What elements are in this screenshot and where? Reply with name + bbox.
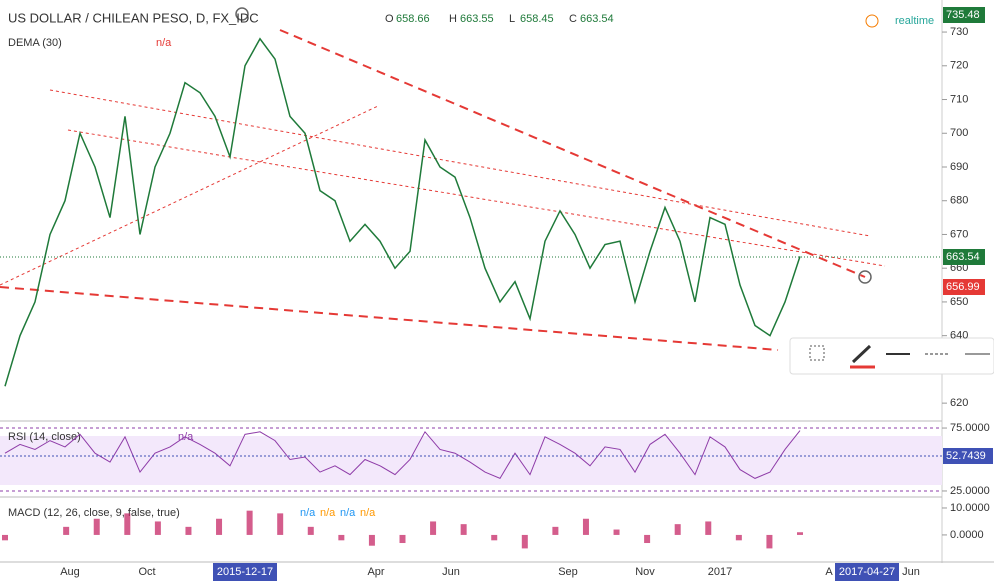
- series-line: [4, 430, 801, 480]
- price-label-bg: [943, 279, 985, 295]
- drawing-toolbar: [789, 337, 994, 375]
- y-tick-label: 660: [950, 262, 968, 274]
- x-tick-label: A: [825, 566, 833, 578]
- histogram-bar: [521, 534, 528, 549]
- macd-value: n/a: [340, 507, 356, 519]
- histogram-bar: [124, 513, 131, 535]
- macd-value: n/a: [320, 507, 336, 519]
- indicator-value: n/a: [156, 37, 172, 49]
- histogram-bar: [338, 534, 345, 541]
- macd-title: MACD (12, 26, close, 9, false, true): [8, 507, 180, 519]
- x-tick-label: Apr: [367, 566, 384, 578]
- histogram-bar: [644, 534, 651, 544]
- histogram-bar: [735, 534, 742, 541]
- histogram-bar: [460, 524, 467, 535]
- price-label-bg: [943, 448, 993, 464]
- x-tick-label: Sep: [558, 566, 578, 578]
- y-tick-label: 700: [950, 127, 968, 139]
- histogram-bar: [552, 526, 559, 535]
- toolbar: [789, 337, 994, 375]
- histogram-bar: [766, 534, 773, 549]
- y-tick-label: 730: [950, 26, 968, 38]
- indicator: DEMA (30): [8, 37, 62, 49]
- x-tick-label: 2017: [708, 566, 732, 578]
- x-tick-label: Nov: [635, 566, 655, 578]
- trendlines-thin: [0, 89, 886, 286]
- status: realtime: [895, 15, 934, 27]
- ohlc-value: 658.45: [520, 13, 554, 25]
- histogram-bar: [674, 524, 681, 535]
- x-tick-label: Jun: [442, 566, 460, 578]
- x-tick-label: Jun: [902, 566, 920, 578]
- macd-value: n/a: [360, 507, 376, 519]
- rsi-last: 52.7439: [946, 450, 986, 462]
- macd-value: n/a: [300, 507, 316, 519]
- y-tick-label: 670: [950, 228, 968, 240]
- x-tick-label: Aug: [60, 566, 80, 578]
- x-tick-label: 2015-12-17: [217, 566, 273, 578]
- y-tick-label: 10.0000: [950, 502, 990, 514]
- histogram-bar: [63, 526, 70, 535]
- y-tick-label: 75.0000: [950, 422, 990, 434]
- y-tick-label: 720: [950, 60, 968, 72]
- histogram-bar: [216, 518, 223, 535]
- histogram-bar: [613, 529, 620, 535]
- histogram-bar: [399, 534, 406, 544]
- y-tick-label: 650: [950, 296, 968, 308]
- x-tick-label: 2017-04-27: [839, 566, 895, 578]
- price-label: 656.99: [946, 281, 980, 293]
- drawing-handle[interactable]: [235, 7, 249, 21]
- series-line: [4, 37, 801, 387]
- symbol: US DOLLAR / CHILEAN PESO, D, FX_IDC: [8, 10, 259, 25]
- ohlc-value: 663.55: [460, 13, 494, 25]
- y-tick-label: 620: [950, 397, 968, 409]
- price-label-bg: [943, 249, 985, 265]
- rsi-title: RSI (14, close): [8, 431, 81, 443]
- histogram-bar: [277, 513, 284, 535]
- histogram-bar: [582, 518, 589, 535]
- y-tick-label: 690: [950, 161, 968, 173]
- histogram-bar: [2, 534, 8, 541]
- x-label-bg: [213, 563, 277, 581]
- rsi-band: [0, 436, 942, 485]
- histogram-bar: [430, 521, 437, 535]
- histogram-bar: [246, 510, 253, 535]
- ohlc-value: 658.66: [396, 13, 430, 25]
- y-tick-label: 680: [950, 195, 968, 207]
- histogram-bar: [797, 532, 803, 535]
- price-label: 735.48: [946, 9, 980, 21]
- price-label: 663.54: [946, 251, 980, 263]
- x-label-bg: [835, 563, 899, 581]
- ohlc-key: O: [385, 13, 394, 25]
- histogram-bar: [705, 521, 712, 535]
- y-tick-label: 640: [950, 330, 968, 342]
- histogram-bar: [93, 518, 100, 535]
- ohlc-key: L: [509, 13, 515, 25]
- x-tick-label: Oct: [138, 566, 155, 578]
- ohlc-value: 663.54: [580, 13, 614, 25]
- ohlc-key: H: [449, 13, 457, 25]
- price-label-bg: [943, 7, 985, 23]
- histogram-bar: [368, 534, 375, 546]
- histogram-bar: [154, 521, 161, 535]
- histogram-bar: [307, 526, 314, 535]
- drawing-handle[interactable]: [858, 270, 872, 284]
- status-icon[interactable]: [865, 14, 879, 28]
- y-tick-label: 710: [950, 93, 968, 105]
- histogram-bar: [185, 526, 192, 535]
- y-tick-label: 25.0000: [950, 485, 990, 497]
- y-tick-label: 0.0000: [950, 529, 984, 541]
- ohlc-key: C: [569, 13, 577, 25]
- histogram-bar: [491, 534, 498, 541]
- trendlines: [0, 29, 866, 351]
- tool-button[interactable]: [851, 344, 872, 364]
- tool-button[interactable]: [809, 345, 825, 361]
